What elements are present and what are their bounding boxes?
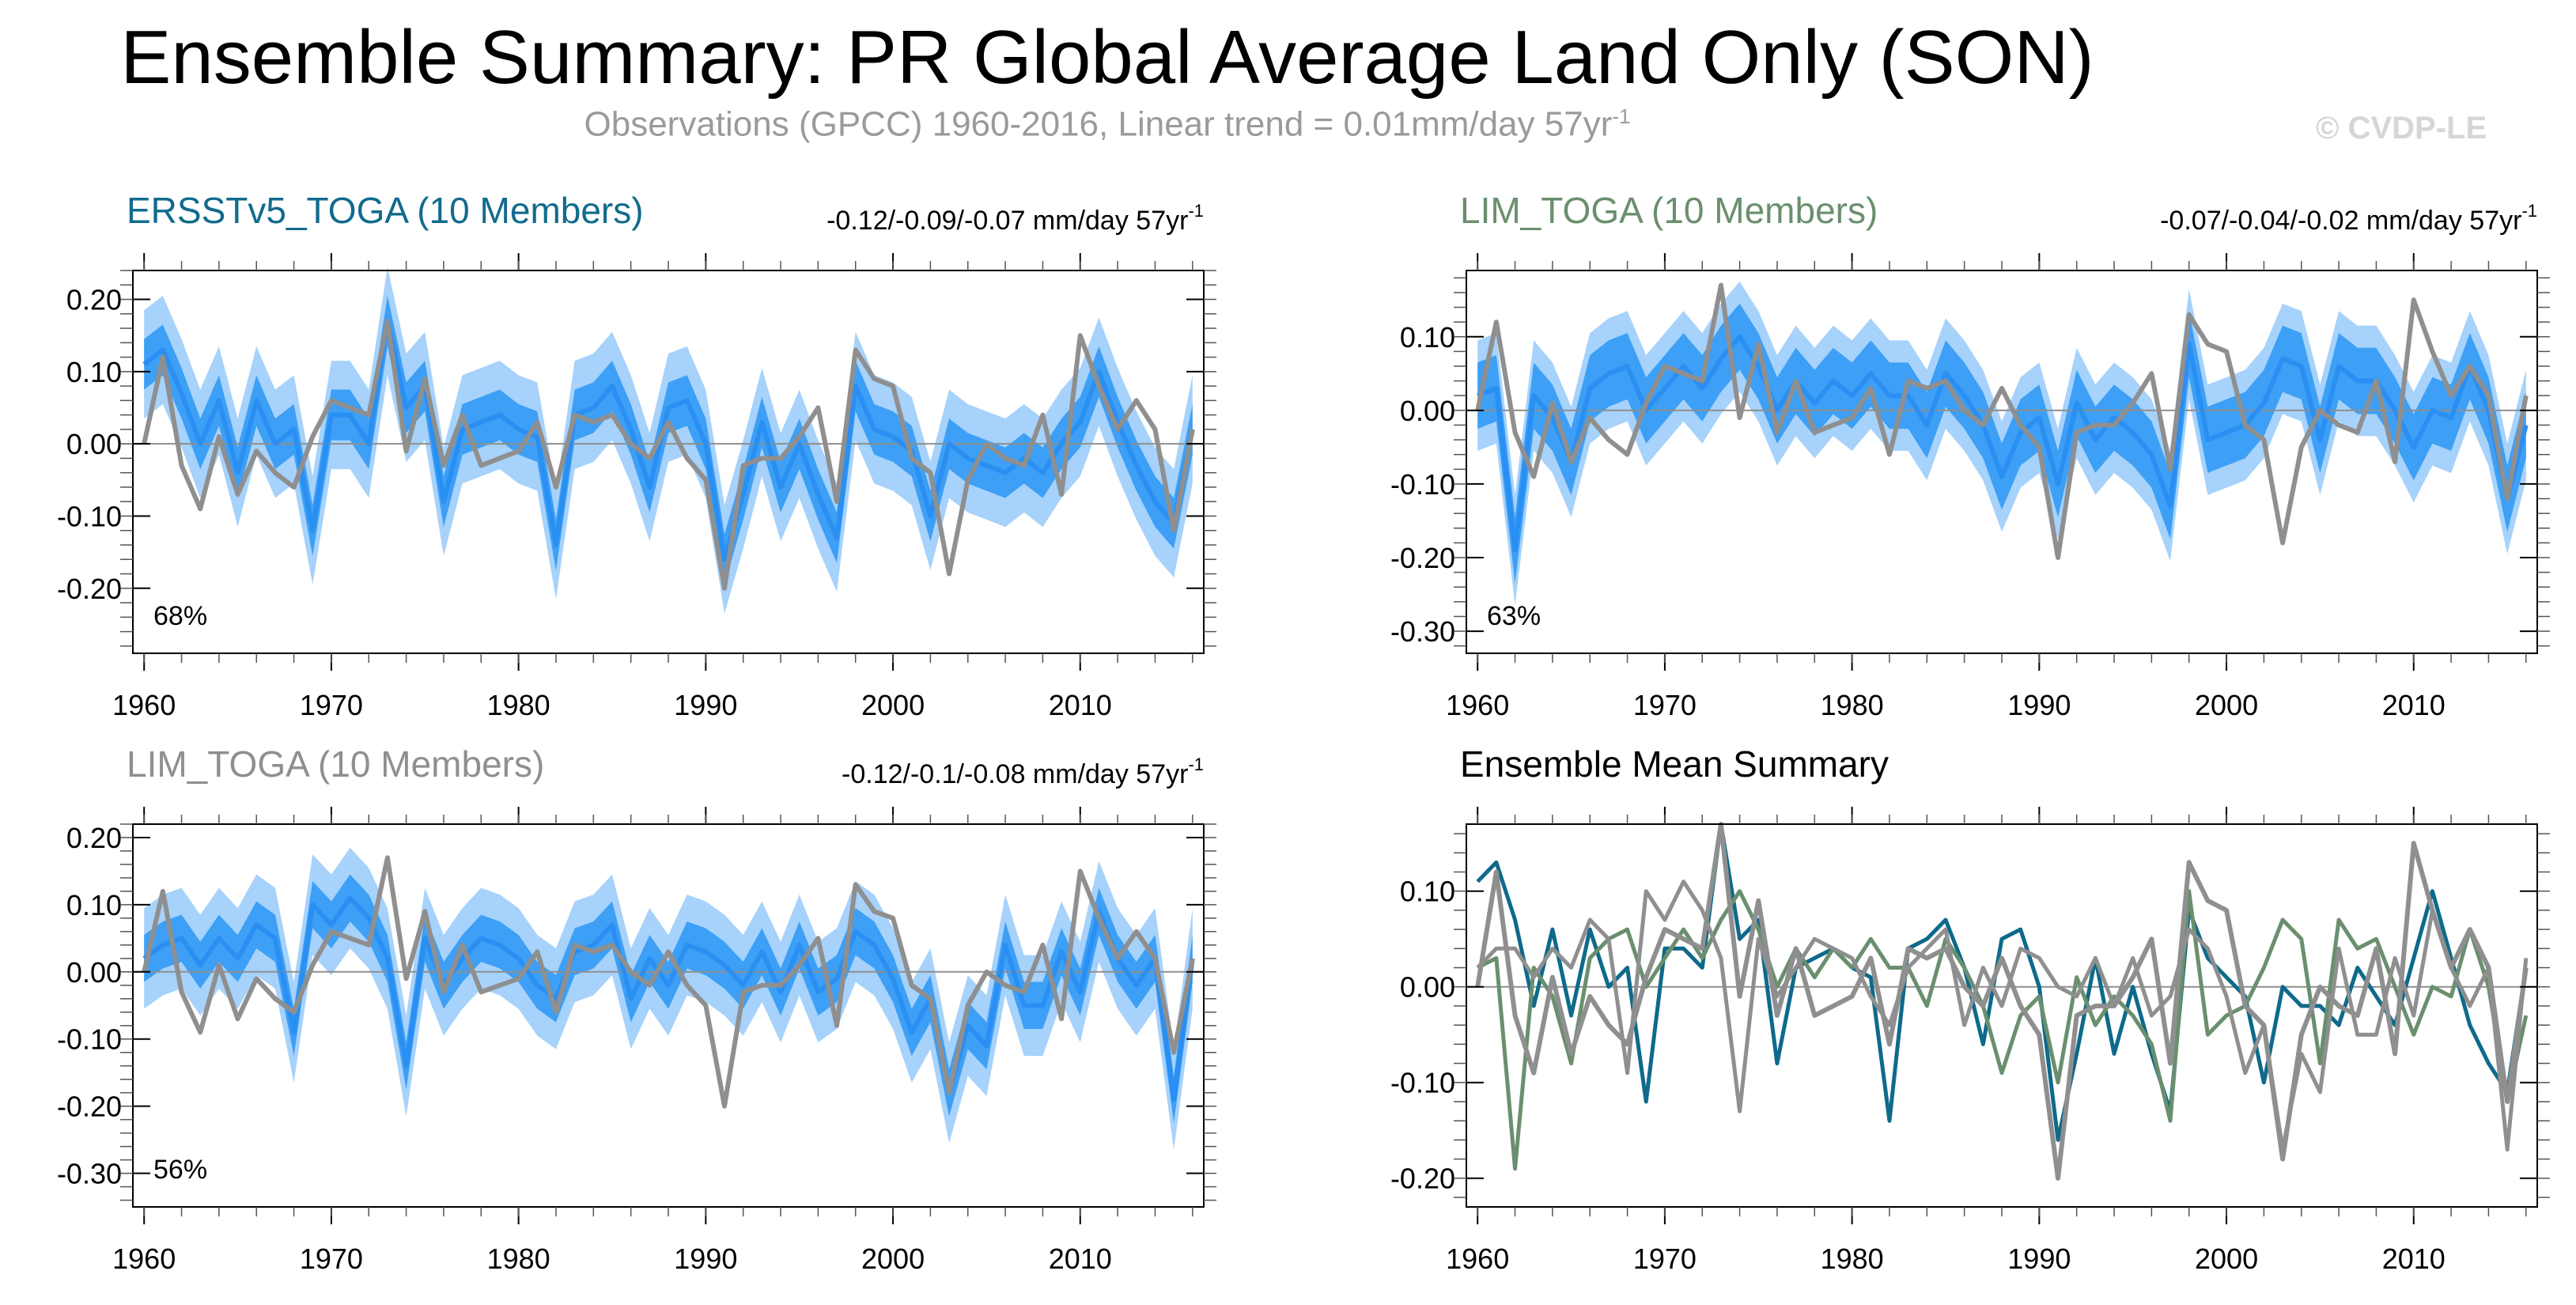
figure-subtitle: Observations (GPCC) 1960-2016, Linear tr… [0, 104, 2215, 145]
observation-line [142, 855, 1195, 1109]
y-tick-label: 0.00 [1400, 395, 1455, 427]
percent-label: 56% [153, 1155, 207, 1185]
x-tick-label: 1960 [112, 689, 176, 721]
x-tick-label: 1990 [674, 689, 737, 721]
inner-spread-band [1477, 303, 2526, 584]
x-tick-label: 2010 [1049, 689, 1112, 721]
series-line-1 [1477, 889, 2529, 1171]
ensemble-mean-line [1477, 334, 2529, 553]
y-tick-label: -0.30 [57, 1158, 122, 1190]
x-tick-label: 1980 [487, 1243, 550, 1275]
subtitle-superscript: -1 [1612, 104, 1631, 128]
x-tick-label: 2000 [861, 689, 925, 721]
x-tick-label: 1980 [1821, 689, 1884, 721]
trend-label: -0.12/-0.09/-0.07 mm/day 57yr-1 [827, 201, 1204, 236]
chart-panel-top-left: ERSSTv5_TOGA (10 Members) -0.12/-0.09/-0.… [57, 190, 1216, 721]
x-tick-label: 1980 [1821, 1243, 1884, 1275]
trend-label-superscript: -1 [1188, 755, 1204, 774]
y-tick-label: -0.20 [57, 1091, 122, 1123]
observation-line [1475, 282, 2529, 560]
panel-title: ERSSTv5_TOGA (10 Members) [127, 190, 644, 231]
y-tick-label: 0.00 [1400, 971, 1455, 1004]
x-tick-label: 2010 [1049, 1243, 1112, 1275]
chart-panel-bottom-right: Ensemble Mean Summary -0.20 -0.10 0.00 0.10 1… [1390, 743, 2550, 1275]
y-tick-label: -0.10 [57, 1023, 122, 1056]
x-tick-label: 1970 [300, 1243, 363, 1275]
panel-title: LIM_TOGA (10 Members) [1460, 190, 1878, 231]
y-tick-label: 0.10 [66, 356, 122, 388]
plot-frame [1466, 823, 2538, 1208]
y-tick-label: 0.10 [1400, 876, 1455, 908]
y-tick-label: -0.30 [1390, 615, 1455, 648]
y-tick-label: -0.20 [57, 573, 122, 605]
percent-label: 63% [1487, 601, 1541, 631]
x-tick-label: 2000 [861, 1243, 925, 1275]
subtitle-text: Observations (GPCC) 1960-2016, Linear tr… [584, 104, 1613, 144]
chart-panel-top-right: LIM_TOGA (10 Members) -0.07/-0.04/-0.02 m… [1390, 190, 2550, 721]
trend-label-text: -0.07/-0.04/-0.02 mm/day 57yr [2160, 206, 2521, 236]
x-tick-label: 1960 [1446, 689, 1509, 721]
panel-title: Ensemble Mean Summary [1460, 743, 1889, 785]
trend-label-text: -0.12/-0.1/-0.08 mm/day 57yr [842, 759, 1188, 789]
y-tick-label: 0.10 [1400, 321, 1455, 354]
y-tick-label: 0.20 [66, 822, 122, 854]
y-tick-label: -0.20 [1390, 1163, 1455, 1195]
x-tick-label: 1980 [487, 689, 550, 721]
x-tick-label: 2000 [2195, 689, 2258, 721]
percent-label: 68% [153, 601, 207, 631]
trend-label: -0.07/-0.04/-0.02 mm/day 57yr-1 [2160, 201, 2537, 236]
y-tick-label: 0.10 [66, 889, 122, 921]
x-tick-label: 1990 [2007, 689, 2071, 721]
y-tick-label: -0.20 [1390, 542, 1455, 574]
panel-title: LIM_TOGA (10 Members) [127, 743, 544, 785]
figure-title: Ensemble Summary: PR Global Average Land… [120, 15, 2094, 100]
observation-line [142, 318, 1195, 591]
y-tick-label: -0.10 [1390, 1067, 1455, 1099]
y-tick-label: 0.00 [66, 428, 122, 460]
y-tick-label: -0.10 [57, 500, 122, 532]
trend-label-superscript: -1 [1188, 201, 1204, 221]
chart-panel-bottom-left: LIM_TOGA (10 Members) -0.12/-0.1/-0.08 mm… [57, 743, 1216, 1275]
y-tick-label: -0.10 [1390, 468, 1455, 501]
trend-label: -0.12/-0.1/-0.08 mm/day 57yr-1 [842, 755, 1204, 789]
x-tick-label: 1990 [674, 1243, 737, 1275]
x-tick-label: 1970 [300, 689, 363, 721]
x-tick-label: 2010 [2382, 689, 2445, 721]
trend-label-superscript: -1 [2521, 201, 2537, 221]
y-tick-label: 0.00 [66, 956, 122, 989]
watermark: © CVDP-LE [2316, 111, 2487, 146]
x-tick-label: 2010 [2382, 1243, 2445, 1275]
series-line-0 [1476, 822, 2529, 1142]
trend-label-text: -0.12/-0.09/-0.07 mm/day 57yr [827, 206, 1188, 236]
x-tick-label: 2000 [2195, 1243, 2258, 1275]
x-tick-label: 1960 [112, 1243, 176, 1275]
x-tick-label: 1960 [1446, 1243, 1509, 1275]
ensemble-mean-line [142, 895, 1195, 1103]
y-tick-label: 0.20 [66, 284, 122, 316]
x-tick-label: 1970 [1633, 689, 1697, 721]
series-line-2 [1476, 879, 2529, 1152]
x-tick-label: 1970 [1633, 1243, 1697, 1275]
x-tick-label: 1990 [2007, 1243, 2071, 1275]
observation-line [1475, 822, 2529, 1181]
